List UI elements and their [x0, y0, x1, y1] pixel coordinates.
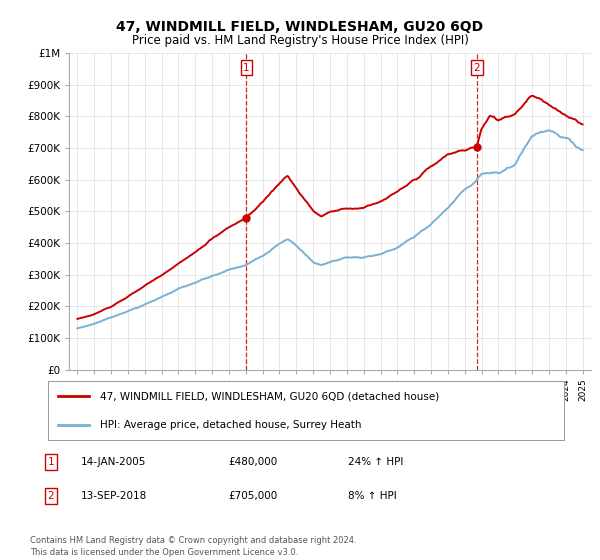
- Text: 1: 1: [243, 63, 250, 73]
- Text: 1: 1: [47, 457, 55, 467]
- Text: 47, WINDMILL FIELD, WINDLESHAM, GU20 6QD: 47, WINDMILL FIELD, WINDLESHAM, GU20 6QD: [116, 20, 484, 34]
- Text: Contains HM Land Registry data © Crown copyright and database right 2024.
This d: Contains HM Land Registry data © Crown c…: [30, 536, 356, 557]
- Text: 24% ↑ HPI: 24% ↑ HPI: [348, 457, 403, 467]
- Text: 8% ↑ HPI: 8% ↑ HPI: [348, 491, 397, 501]
- Text: £480,000: £480,000: [228, 457, 277, 467]
- Text: 13-SEP-2018: 13-SEP-2018: [81, 491, 147, 501]
- Text: 14-JAN-2005: 14-JAN-2005: [81, 457, 146, 467]
- Text: 47, WINDMILL FIELD, WINDLESHAM, GU20 6QD (detached house): 47, WINDMILL FIELD, WINDLESHAM, GU20 6QD…: [100, 391, 439, 401]
- Text: Price paid vs. HM Land Registry's House Price Index (HPI): Price paid vs. HM Land Registry's House …: [131, 34, 469, 46]
- Text: 2: 2: [473, 63, 480, 73]
- Text: £705,000: £705,000: [228, 491, 277, 501]
- Text: 2: 2: [47, 491, 55, 501]
- Text: HPI: Average price, detached house, Surrey Heath: HPI: Average price, detached house, Surr…: [100, 421, 361, 431]
